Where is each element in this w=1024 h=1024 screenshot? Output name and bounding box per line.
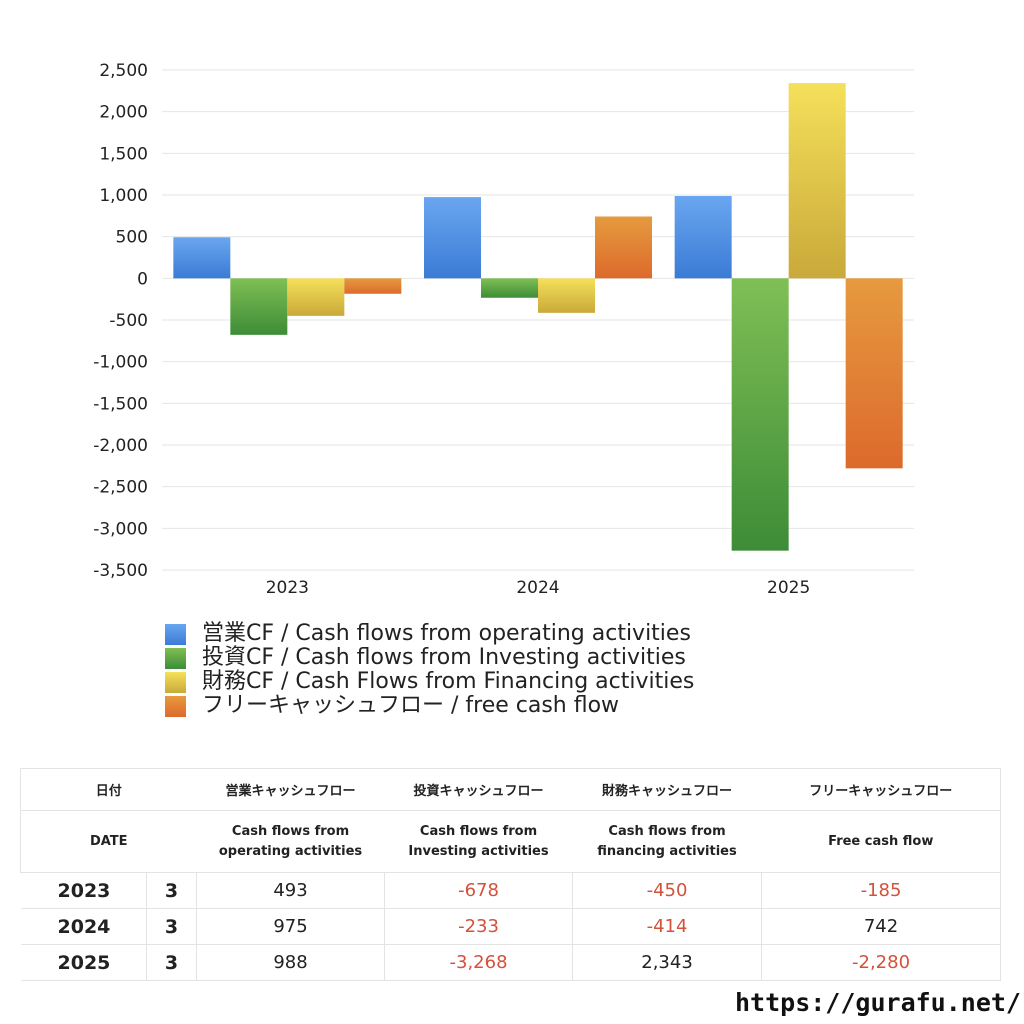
header-date-jp: 日付 bbox=[19, 768, 197, 811]
x-tick-label: 2024 bbox=[516, 578, 559, 598]
header-financing-en: Cash flows from financing activities bbox=[572, 810, 762, 873]
bar[interactable] bbox=[674, 196, 732, 279]
table-cell: -185 bbox=[761, 872, 1002, 909]
legend-label-operating: 営業CF / Cash flows from operating activit… bbox=[202, 621, 691, 646]
legend-label-financing: 財務CF / Cash Flows from Financing activit… bbox=[202, 669, 695, 694]
legend-swatch-investing bbox=[165, 647, 186, 669]
table-row: 2025 3 988 -3,268 2,343 -2,280 bbox=[20, 944, 1002, 981]
bar[interactable] bbox=[424, 197, 481, 279]
bar[interactable] bbox=[344, 278, 402, 294]
table-cell: 742 bbox=[761, 908, 1002, 945]
table-cell: -678 bbox=[384, 872, 574, 909]
bars bbox=[173, 83, 903, 551]
y-tick-label: -3,500 bbox=[93, 561, 148, 581]
x-tick-label: 2025 bbox=[767, 578, 810, 598]
legend-item-financing[interactable]: 財務CF / Cash Flows from Financing activit… bbox=[165, 670, 694, 694]
cash-flow-chart: 2,500 2,000 1,500 1,000 500 0 -500 -1,000 -1,500… bbox=[93, 61, 914, 598]
bar[interactable] bbox=[731, 278, 789, 551]
legend-label-investing: 投資CF / Cash flows from Investing activit… bbox=[202, 645, 686, 670]
legend-swatch-operating bbox=[165, 623, 186, 645]
bar[interactable] bbox=[595, 216, 652, 279]
header-financing-jp: 財務キャッシュフロー bbox=[572, 768, 762, 811]
table-cell: -414 bbox=[572, 908, 763, 945]
row-year: 2024 bbox=[20, 908, 147, 945]
bar[interactable] bbox=[788, 83, 846, 279]
y-tick-label: 500 bbox=[116, 228, 148, 248]
y-tick-label: 1,500 bbox=[99, 144, 148, 164]
table-row: 2023 3 493 -678 -450 -185 bbox=[20, 872, 1002, 909]
table-cell: 975 bbox=[196, 908, 386, 945]
bar[interactable] bbox=[287, 278, 345, 316]
header-investing-en: Cash flows from Investing activities bbox=[384, 810, 573, 873]
header-investing-jp: 投資キャッシュフロー bbox=[384, 768, 573, 811]
bar[interactable] bbox=[173, 237, 231, 279]
row-year: 2023 bbox=[20, 872, 147, 909]
y-tick-label: 2,000 bbox=[99, 103, 148, 123]
table-cell: -233 bbox=[384, 908, 574, 945]
y-tick-label: -2,500 bbox=[93, 478, 148, 498]
table-cell: -450 bbox=[572, 872, 763, 909]
y-tick-label: 2,500 bbox=[99, 61, 148, 81]
y-tick-label: 1,000 bbox=[99, 186, 148, 206]
y-tick-label: -2,000 bbox=[93, 436, 148, 456]
header-date-en: DATE bbox=[19, 810, 197, 873]
y-tick-label: -1,000 bbox=[93, 353, 148, 373]
row-month: 3 bbox=[145, 944, 198, 981]
header-free-cash-flow-en: Free cash flow bbox=[761, 810, 1002, 873]
row-month: 3 bbox=[145, 908, 198, 945]
table-body: 2023 3 493 -678 -450 -185 2024 3 975 -233 -414 742 2… bbox=[20, 872, 1002, 981]
cash-flow-table: 日付 営業キャッシュフロー 投資キャッシュフロー 財務キャッシュフロー フリーキ… bbox=[19, 768, 1002, 981]
header-operating-jp: 営業キャッシュフロー bbox=[196, 768, 385, 811]
y-tick-label: -500 bbox=[109, 311, 148, 331]
bar[interactable] bbox=[230, 278, 288, 335]
x-tick-label: 2023 bbox=[266, 578, 309, 598]
row-month: 3 bbox=[145, 872, 198, 909]
legend-item-investing[interactable]: 投資CF / Cash flows from Investing activit… bbox=[165, 646, 694, 670]
bar[interactable] bbox=[481, 278, 538, 298]
bar[interactable] bbox=[538, 278, 595, 313]
table-header-row-jp: 日付 営業キャッシュフロー 投資キャッシュフロー 財務キャッシュフロー フリーキ… bbox=[19, 768, 1002, 811]
legend-label-free-cash-flow: フリーキャッシュフロー / free cash flow bbox=[202, 693, 620, 718]
table-cell: 493 bbox=[196, 872, 386, 909]
y-tick-label: -1,500 bbox=[93, 394, 148, 414]
legend-item-operating[interactable]: 営業CF / Cash flows from operating activit… bbox=[165, 622, 694, 646]
table-header-row-en: DATE Cash flows from operating activitie… bbox=[19, 810, 1002, 873]
table-cell: -2,280 bbox=[761, 944, 1002, 981]
y-tick-label: 0 bbox=[137, 269, 148, 289]
table-cell: 2,343 bbox=[572, 944, 763, 981]
y-axis-ticks: 2,500 2,000 1,500 1,000 500 0 -500 -1,000 -1,500… bbox=[93, 61, 148, 581]
legend-swatch-free-cash-flow bbox=[165, 695, 186, 717]
legend-swatch-financing bbox=[165, 671, 186, 693]
table-row: 2024 3 975 -233 -414 742 bbox=[20, 908, 1002, 945]
table-cell: -3,268 bbox=[384, 944, 574, 981]
table-cell: 988 bbox=[196, 944, 386, 981]
row-year: 2025 bbox=[20, 944, 147, 981]
legend-item-free-cash-flow[interactable]: フリーキャッシュフロー / free cash flow bbox=[165, 694, 694, 718]
legend: 営業CF / Cash flows from operating activit… bbox=[165, 622, 694, 718]
site-url[interactable]: https://gurafu.net/ bbox=[735, 988, 1021, 1017]
header-operating-en: Cash flows from operating activities bbox=[196, 810, 385, 873]
header-free-cash-flow-jp: フリーキャッシュフロー bbox=[761, 768, 1002, 811]
bar[interactable] bbox=[845, 278, 903, 469]
y-tick-label: -3,000 bbox=[93, 519, 148, 539]
x-axis-ticks: 2023 2024 2025 bbox=[266, 578, 811, 598]
